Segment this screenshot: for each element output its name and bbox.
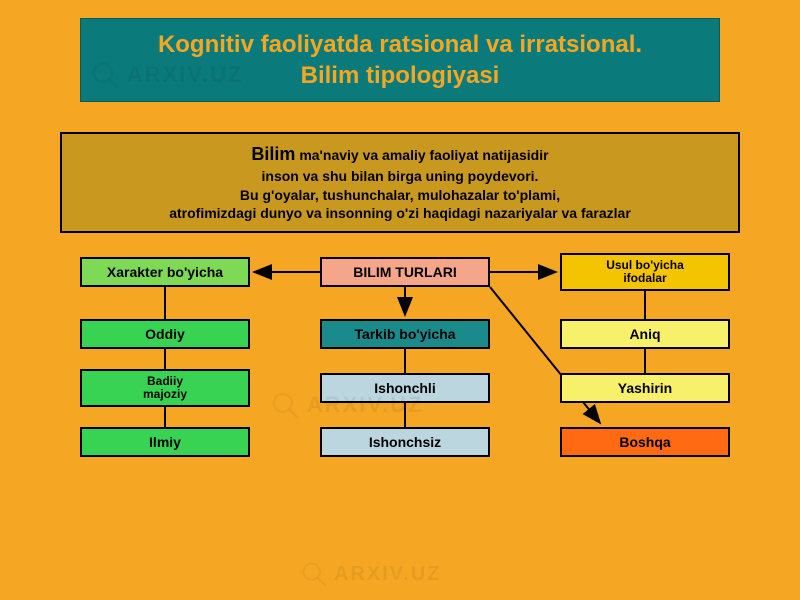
node-r1: Aniq [560,319,730,349]
node-c3-label: Ishonchsiz [369,435,441,450]
watermark-text: ARXIV.UZ [334,563,442,586]
node-c1-label: Tarkib bo'yicha [354,327,455,342]
node-c3: Ishonchsiz [320,427,490,457]
node-left_head: Xarakter bo'yicha [80,257,250,287]
node-l3: Ilmiy [80,427,250,457]
node-l2-line2: majoziy [143,388,187,401]
node-r3-label: Boshqa [619,435,670,450]
node-l3-label: Ilmiy [149,435,181,450]
node-r1-label: Aniq [629,327,660,342]
node-r3: Boshqa [560,427,730,457]
definition-line1-rest: ma'naviy va amaliy faoliyat natijasidir [295,147,548,163]
definition-lead: Bilim [251,144,295,164]
definition-line4: atrofimizdagi dunyo va insonning o'zi ha… [74,204,726,223]
magnifier-icon [300,560,328,588]
watermark-2: ARXIV.UZ [300,560,442,588]
node-c2: Ishonchli [320,373,490,403]
node-c1: Tarkib bo'yicha [320,319,490,349]
node-right_head-line2: ifodalar [623,272,666,285]
node-center: BILIM TURLARI [320,257,490,287]
title-line2: Bilim tipologiyasi [101,60,699,91]
node-r2-label: Yashirin [618,381,672,396]
node-l2: Badiiymajoziy [80,369,250,407]
title-block: Kognitiv faoliyatda ratsional va irratsi… [80,18,720,102]
slide-root: Kognitiv faoliyatda ratsional va irratsi… [0,0,800,600]
definition-line1: Bilim ma'naviy va amaliy faoliyat natija… [74,142,726,166]
definition-block: Bilim ma'naviy va amaliy faoliyat natija… [60,132,740,233]
node-l1-label: Oddiy [145,327,185,342]
node-r2: Yashirin [560,373,730,403]
definition-line3: Bu g'oyalar, tushunchalar, mulohazalar t… [74,186,726,205]
definition-line2: inson va shu bilan birga uning poydevori… [74,167,726,186]
node-l1: Oddiy [80,319,250,349]
node-left_head-label: Xarakter bo'yicha [107,265,223,280]
node-c2-label: Ishonchli [374,381,435,396]
diagram-area: BILIM TURLARIXarakter bo'yichaUsul bo'yi… [40,257,760,517]
node-right_head: Usul bo'yichaifodalar [560,253,730,291]
node-center-label: BILIM TURLARI [353,265,456,280]
title-line1: Kognitiv faoliyatda ratsional va irratsi… [101,29,699,60]
